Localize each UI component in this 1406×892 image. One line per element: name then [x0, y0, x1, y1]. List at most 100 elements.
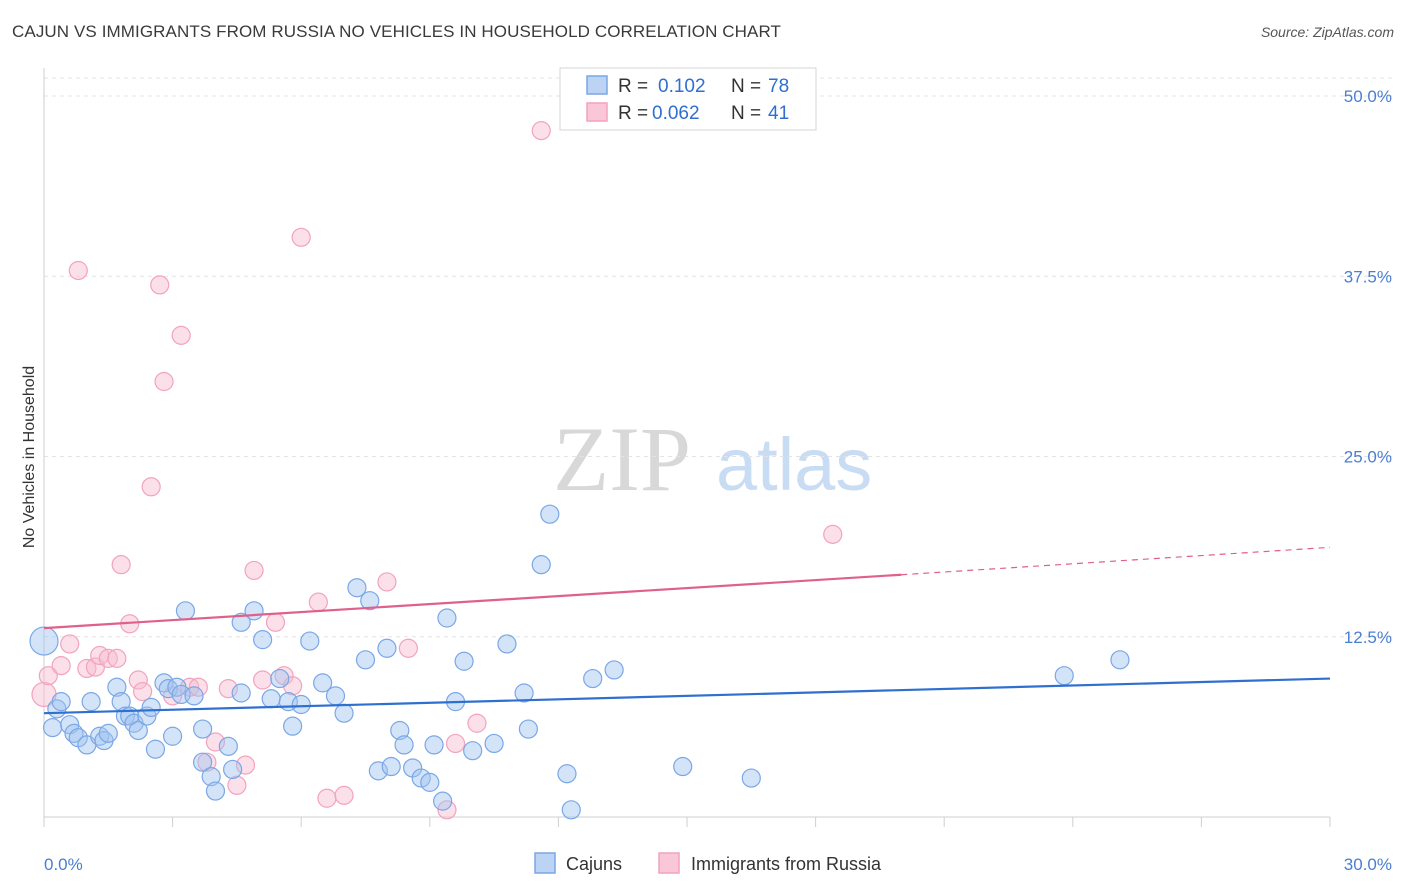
y-axis-label: No Vehicles in Household [21, 366, 38, 548]
watermark-atlas: atlas [716, 423, 872, 506]
russia-point [291, 227, 311, 247]
russia-point [38, 666, 58, 686]
legend-n-value-russia: 41 [768, 103, 789, 124]
axes [43, 68, 1331, 827]
trend-line-russia [43, 573, 902, 630]
cajuns-point [514, 683, 534, 703]
russia-point [445, 733, 466, 754]
legend-swatch-russia [586, 102, 608, 122]
russia-point [377, 572, 397, 592]
russia-point [188, 677, 208, 697]
legend-n-label-russia: N = [731, 103, 761, 124]
cajuns-point [283, 716, 303, 736]
x-tick-label-max: 30.0% [1344, 855, 1392, 874]
legend-n-label-cajuns: N = [731, 76, 761, 97]
russia-point [467, 713, 487, 733]
cajuns-point [98, 723, 118, 743]
y-tick-label: 25.0% [1344, 448, 1392, 467]
trend-line-cajuns [43, 677, 1331, 715]
cajuns-point [741, 768, 761, 788]
legend-r-label-russia: R = [618, 103, 648, 124]
cajuns-point [673, 756, 693, 777]
russia-point [265, 612, 286, 632]
cajuns-point [484, 733, 504, 754]
y-tick-label: 37.5% [1344, 267, 1392, 286]
russia-point [308, 592, 328, 612]
legend-r-value-cajuns: 0.102 [658, 76, 706, 97]
cajuns-point [29, 626, 59, 656]
russia-point [235, 755, 256, 775]
trend-lines [43, 546, 1331, 715]
x-tick-label-min: 0.0% [44, 855, 83, 874]
cajuns-point [561, 800, 581, 820]
cajuns-point [201, 767, 221, 787]
cajuns-point [381, 756, 401, 777]
cajuns-point [107, 677, 127, 697]
cajuns-point [193, 719, 213, 739]
cajuns-point [497, 634, 517, 654]
russia-point [107, 648, 127, 668]
russia-point [205, 732, 226, 752]
bottom-legend: Cajuns Immigrants from Russia [534, 852, 882, 874]
russia-point [132, 681, 153, 702]
cajuns-point [1054, 666, 1074, 686]
cajuns-point [347, 578, 367, 598]
chart-title: CAJUN VS IMMIGRANTS FROM RUSSIA NO VEHIC… [12, 22, 782, 41]
cajuns-point [334, 703, 354, 723]
russia-point [244, 560, 264, 581]
legend-r-value-russia: 0.062 [652, 103, 700, 124]
cajuns-point [360, 591, 380, 611]
cajuns-point [463, 741, 483, 761]
cajuns-point [141, 697, 161, 718]
cajuns-point [377, 638, 397, 658]
cajuns-point [175, 601, 196, 621]
russia-point [218, 679, 238, 699]
y-tick-label: 50.0% [1344, 87, 1392, 106]
russia-point [334, 785, 354, 805]
series-russia-points [31, 121, 843, 820]
cajuns-point [368, 761, 388, 781]
russia-point [154, 371, 174, 392]
cajuns-point [437, 608, 457, 628]
russia-point [171, 325, 191, 345]
russia-point [253, 670, 273, 690]
cajuns-point [81, 692, 101, 712]
cajuns-point [218, 736, 238, 756]
watermark-zip: ZIP [553, 408, 691, 510]
legend-r-label-cajuns: R = [618, 76, 648, 97]
cajuns-point [184, 686, 204, 706]
series-cajuns-points [29, 504, 1130, 820]
russia-point [60, 634, 80, 654]
russia-point [531, 121, 551, 141]
cajuns-point [205, 781, 226, 801]
cajuns-point [291, 694, 311, 715]
russia-point [227, 775, 247, 795]
cajuns-point [253, 630, 273, 650]
cajuns-point [261, 689, 281, 709]
cajuns-point [313, 673, 333, 693]
cajuns-point [325, 686, 346, 706]
y-tick-label: 12.5% [1344, 628, 1392, 647]
russia-point [823, 524, 843, 544]
cajuns-point [355, 650, 376, 670]
legend-n-value-cajuns: 78 [768, 76, 789, 97]
cajuns-point [244, 601, 264, 621]
cajuns-point [454, 651, 474, 671]
source-label: Source: ZipAtlas.com [1260, 24, 1394, 40]
cajuns-point [583, 668, 603, 689]
russia-point [68, 260, 88, 281]
cajuns-point [394, 735, 414, 755]
cajuns-point [42, 717, 63, 738]
cajuns-point [145, 739, 166, 759]
cajuns-point [411, 768, 431, 788]
cajuns-point [223, 759, 243, 780]
cajuns-point [557, 764, 577, 784]
cajuns-point [433, 791, 453, 811]
cajuns-point [390, 720, 410, 741]
russia-point [317, 788, 337, 808]
russia-point [398, 638, 418, 658]
bottom-legend-russia: Immigrants from Russia [691, 854, 882, 874]
russia-point [141, 477, 161, 497]
russia-point [111, 555, 131, 575]
